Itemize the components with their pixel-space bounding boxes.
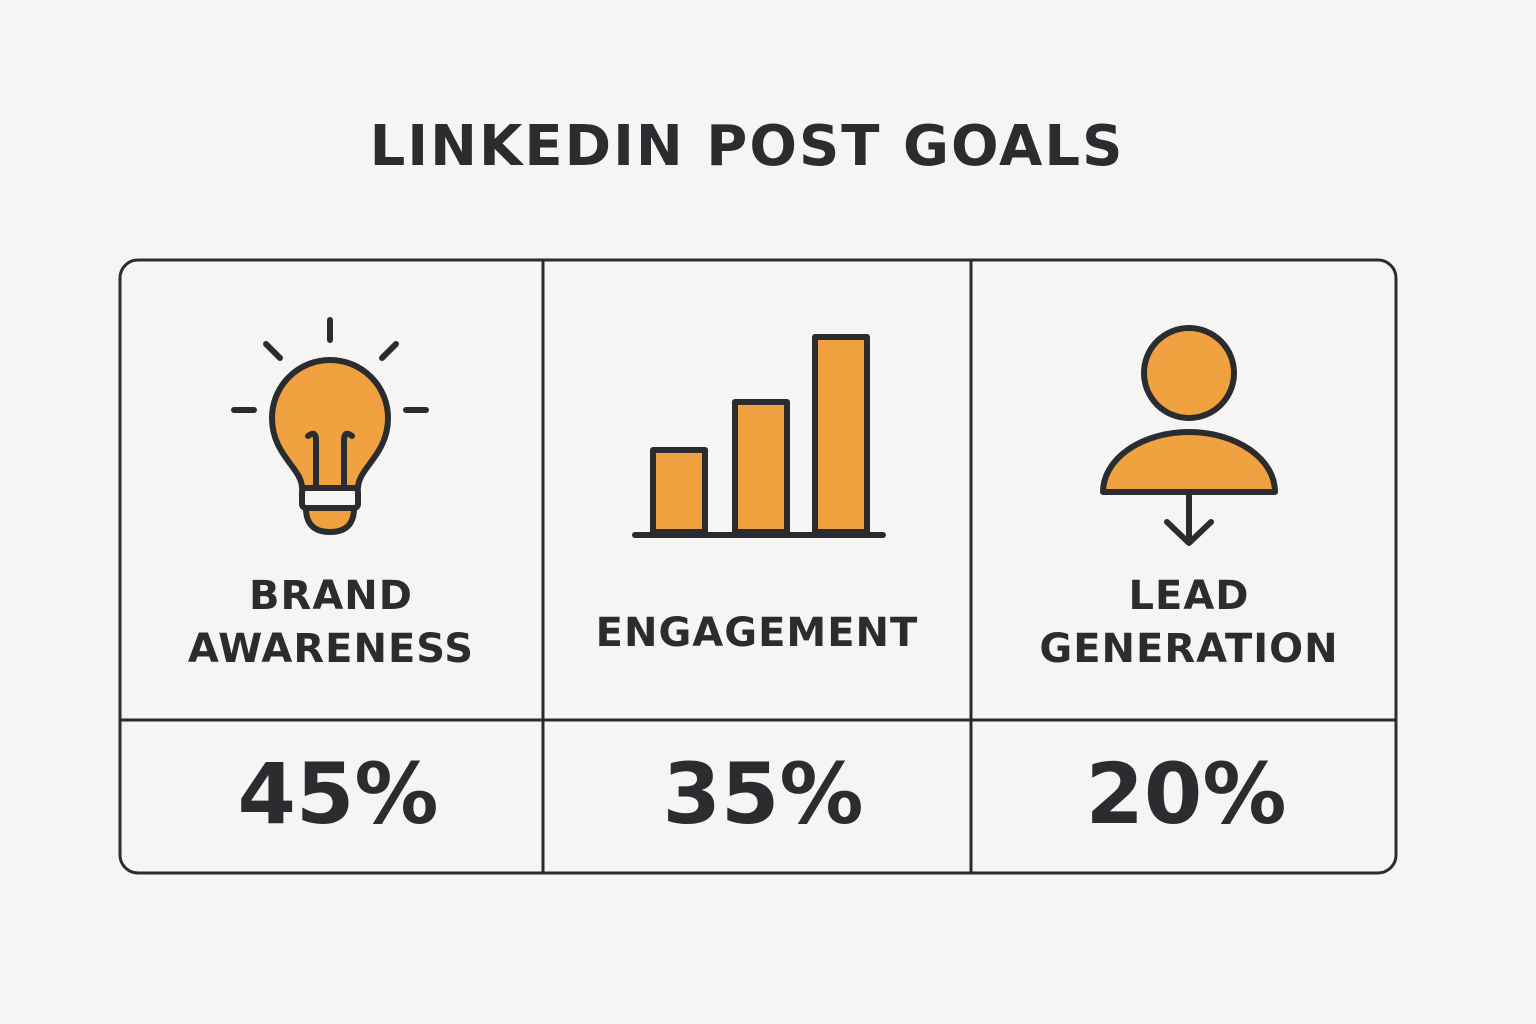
card-value: 45% <box>237 745 438 843</box>
frame <box>118 258 1398 875</box>
card-value: 35% <box>662 745 863 843</box>
card-label: BRAND <box>249 573 413 619</box>
title: LINKEDIN POST GOALS <box>370 114 1125 179</box>
table-frame <box>118 258 1398 875</box>
card-label: LEAD <box>1129 573 1250 619</box>
card-value: 20% <box>1085 745 1286 843</box>
card-label: ENGAGEMENT <box>596 610 919 656</box>
card-label: GENERATION <box>1039 626 1338 672</box>
person-icon <box>1100 325 1278 546</box>
card-label: AWARENESS <box>188 626 474 672</box>
lightbulb-icon <box>231 317 429 535</box>
bar-chart-icon <box>632 334 886 538</box>
